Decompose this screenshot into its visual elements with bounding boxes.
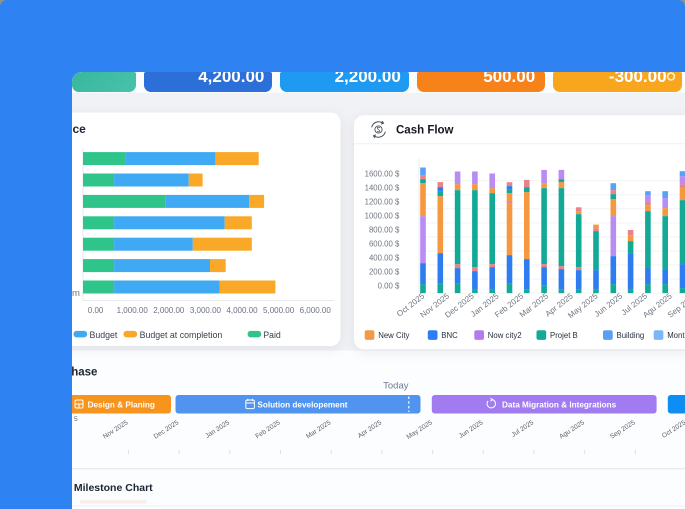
svg-text:m: m	[72, 288, 80, 299]
svg-text:2,000.00: 2,000.00	[153, 306, 185, 315]
svg-text:1,000.00: 1,000.00	[117, 306, 149, 315]
svg-text:1200.00 $: 1200.00 $	[365, 197, 400, 206]
svg-text:New City: New City	[378, 331, 409, 340]
svg-text:800.00 $: 800.00 $	[369, 225, 400, 234]
svg-text:Cash Flow: Cash Flow	[396, 124, 454, 136]
svg-text:0.00: 0.00	[88, 306, 104, 315]
svg-text:3,000.00: 3,000.00	[190, 306, 222, 315]
svg-text:Now city2: Now city2	[488, 331, 522, 340]
svg-text:Design & Planing: Design & Planing	[88, 400, 155, 409]
svg-text:Budget: Budget	[90, 330, 118, 340]
svg-text:hase: hase	[72, 366, 97, 378]
svg-text:ce: ce	[73, 122, 87, 136]
svg-text:1600.00 $: 1600.00 $	[365, 169, 400, 178]
svg-text:Building: Building	[617, 331, 645, 340]
svg-text:Data Migration & Integrations: Data Migration & Integrations	[502, 400, 617, 409]
svg-text:Paid: Paid	[263, 330, 281, 340]
svg-text:Solution developement: Solution developement	[257, 400, 347, 409]
svg-text:Milestone Chart: Milestone Chart	[74, 482, 153, 494]
svg-text:6,000.00: 6,000.00	[300, 306, 332, 315]
svg-text:Today: Today	[383, 380, 409, 391]
svg-text:4,000.00: 4,000.00	[226, 306, 258, 315]
svg-text:0.00 $: 0.00 $	[378, 281, 400, 290]
svg-text:400.00 $: 400.00 $	[369, 253, 400, 262]
svg-text:5,000.00: 5,000.00	[263, 306, 295, 315]
svg-text:1400.00 $: 1400.00 $	[365, 183, 400, 192]
svg-text:Montrea: Montrea	[667, 331, 685, 340]
svg-text:BNC: BNC	[441, 331, 458, 340]
svg-text:1000.00 $: 1000.00 $	[365, 211, 400, 220]
svg-text:200.00 $: 200.00 $	[369, 267, 400, 276]
svg-text:Projet B: Projet B	[550, 331, 578, 340]
svg-text:Budget at completion: Budget at completion	[140, 330, 223, 340]
svg-text:5: 5	[74, 416, 78, 423]
svg-text:600.00 $: 600.00 $	[369, 239, 400, 248]
